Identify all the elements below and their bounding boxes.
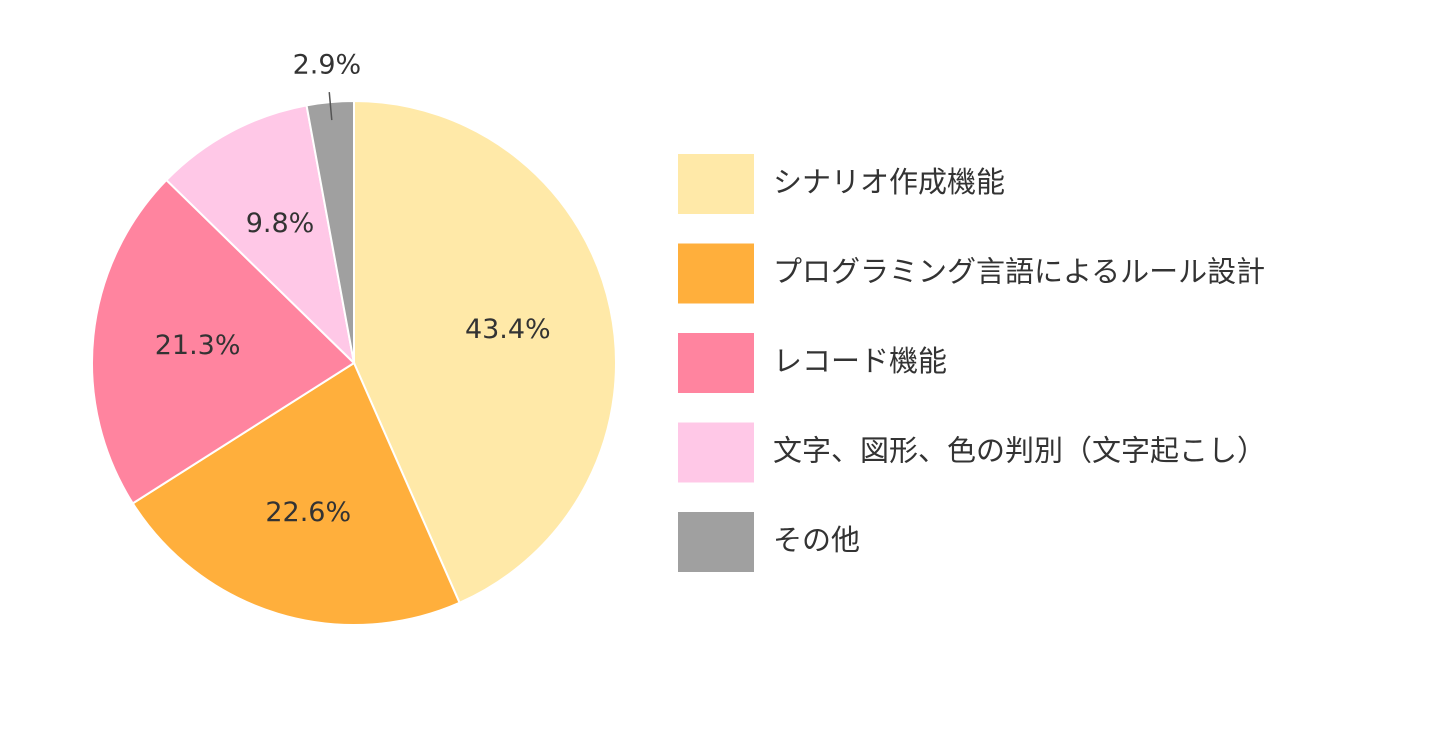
legend-item-3: レコード機能 <box>678 333 947 393</box>
legend-label: その他 <box>773 523 860 557</box>
legend-item-1: シナリオ作成機能 <box>678 154 1005 214</box>
pie-value-labels: 43.4% 22.6% 21.3% 9.8% 2.9% <box>155 50 551 528</box>
legend-swatch <box>678 243 754 304</box>
slice-5-value-label: 2.9% <box>293 50 362 81</box>
legend-swatch <box>678 512 754 572</box>
slice-2 <box>131 361 461 626</box>
slice-1-value-label: 43.4% <box>465 314 551 345</box>
legend-swatch <box>678 422 754 483</box>
legend-label: レコード機能 <box>773 344 947 378</box>
slice-5-leader-line <box>328 92 333 121</box>
slice-3-value-label: 21.3% <box>155 330 241 361</box>
slice-4-value-label: 9.8% <box>246 208 315 239</box>
slice-4 <box>165 104 356 366</box>
legend-item-4: 文字、図形、色の判別（文字起こし） <box>678 422 1266 483</box>
legend-item-5: その他 <box>678 512 860 572</box>
legend-label: シナリオ作成機能 <box>773 165 1005 199</box>
legend-swatch <box>678 154 754 214</box>
legend-label: 文字、図形、色の判別（文字起こし） <box>773 434 1266 468</box>
slice-1 <box>353 99 617 605</box>
slice-3 <box>90 178 356 505</box>
legend-item-2: プログラミング言語によるルール設計 <box>678 243 1265 304</box>
legend: シナリオ作成機能プログラミング言語によるルール設計レコード機能文字、図形、色の判… <box>678 154 1266 572</box>
slice-2-value-label: 22.6% <box>265 497 351 528</box>
legend-label: プログラミング言語によるルール設計 <box>773 255 1265 289</box>
legend-swatch <box>678 333 754 393</box>
pie-slices <box>90 99 617 626</box>
